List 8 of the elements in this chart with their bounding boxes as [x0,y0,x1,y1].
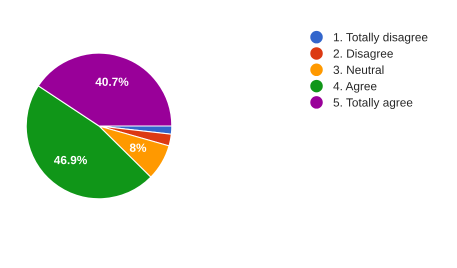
data-label: 8% [130,144,146,152]
legend-label: 5. Totally agree [334,98,412,109]
data-label: 40.7% [95,78,128,86]
legend-label: 4. Agree [333,82,377,93]
legend-label: 2. Disagree [334,49,393,60]
legend-label: 3. Neutral [334,65,384,74]
data-label: 46.9% [54,156,87,164]
legend-label: 1. Totally disagree [334,32,428,44]
